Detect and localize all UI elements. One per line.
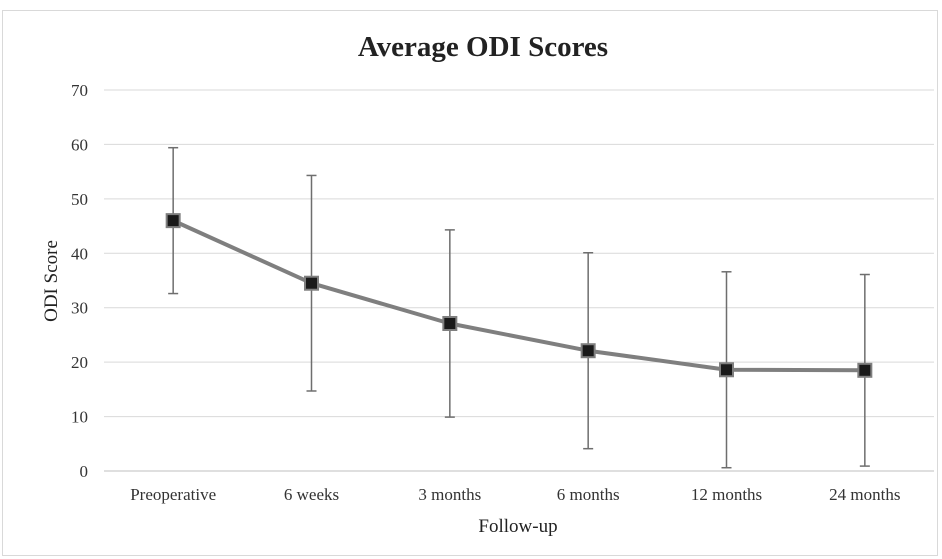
x-tick-label: 24 months: [829, 485, 900, 504]
y-tick-label: 0: [80, 462, 89, 481]
y-axis-title: ODI Score: [41, 240, 62, 322]
chart-frame: [2, 10, 938, 556]
x-tick-label: 6 months: [557, 485, 620, 504]
y-tick-label: 50: [71, 190, 88, 209]
x-tick-label: 6 weeks: [284, 485, 339, 504]
chart-title: Average ODI Scores: [358, 31, 608, 63]
x-tick-label: 12 months: [691, 485, 762, 504]
y-tick-labels: 0 10 20 30 40 50 60 70: [71, 81, 88, 481]
data-point: [165, 213, 181, 229]
data-point: [719, 362, 734, 378]
y-tick-label: 30: [71, 299, 88, 318]
y-tick-label: 20: [71, 353, 88, 372]
gridlines: [104, 89, 934, 472]
y-tick-label: 70: [71, 81, 88, 100]
data-point: [580, 343, 596, 359]
x-tick-labels: Preoperative 6 weeks 3 months 6 months 12 mo…: [130, 485, 900, 504]
y-tick-label: 40: [71, 244, 88, 263]
data-point: [442, 315, 458, 331]
x-axis-title: Follow-up: [478, 516, 557, 537]
y-tick-label: 60: [71, 135, 88, 154]
series-line: [172, 218, 865, 373]
y-tick-label: 10: [71, 408, 88, 427]
x-tick-label: Preoperative: [130, 485, 216, 504]
data-point: [857, 362, 873, 378]
data-point: [304, 275, 319, 291]
data-points: [165, 213, 873, 378]
x-tick-label: 3 months: [418, 485, 481, 504]
